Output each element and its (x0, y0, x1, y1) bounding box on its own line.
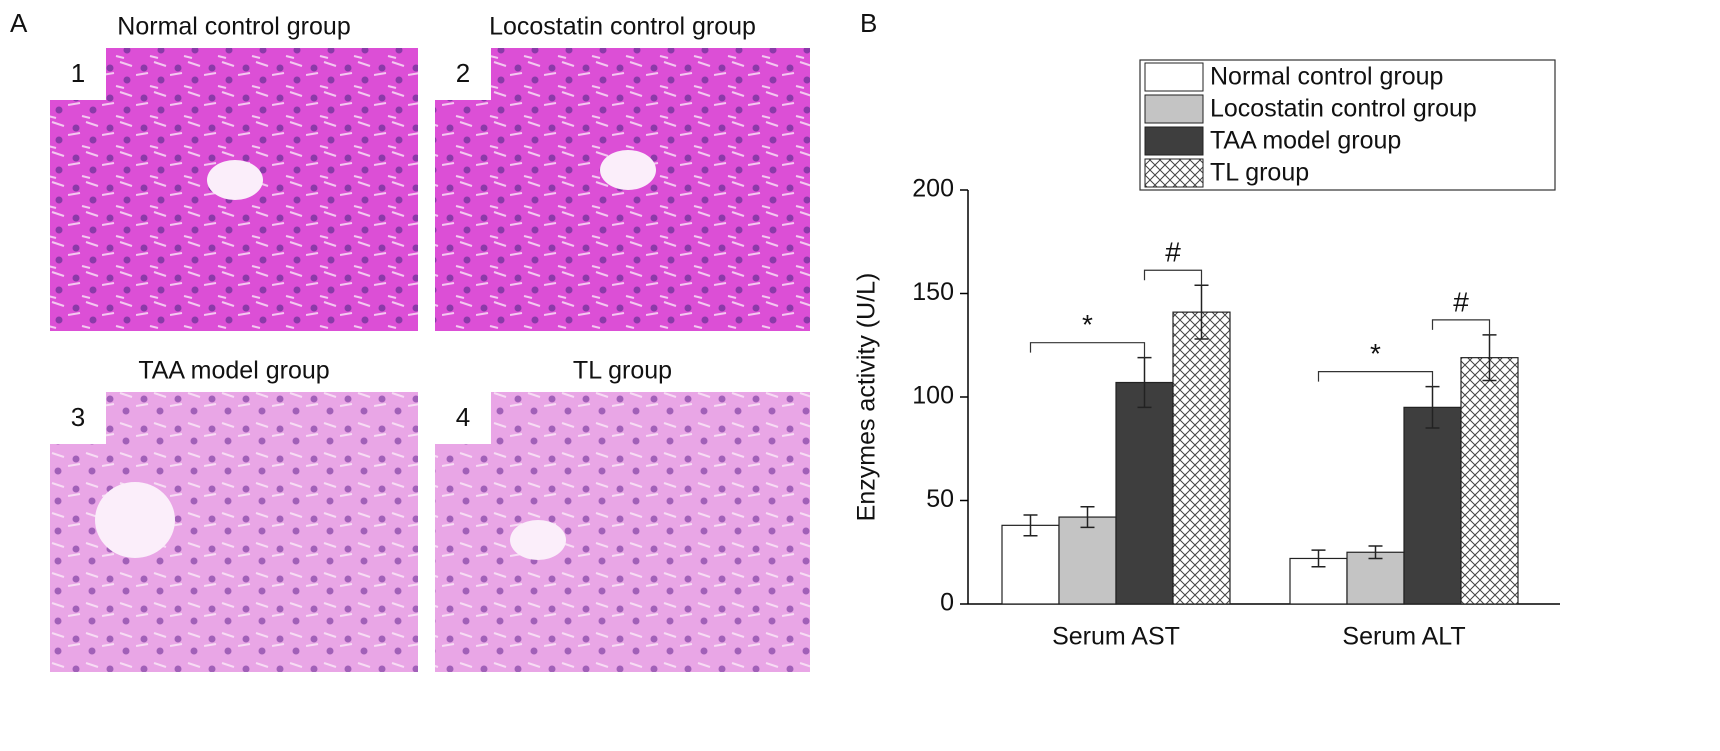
number-box (435, 392, 491, 444)
vessel (207, 160, 263, 200)
y-tick-label: 200 (912, 175, 954, 203)
x-tick-label: Serum AST (1052, 623, 1180, 651)
image-title: Locostatin control group (489, 13, 756, 41)
significance-bracket (1143, 269, 1203, 286)
y-axis-title: Enzymes activity (U/L) (853, 273, 881, 522)
vessel (510, 520, 566, 560)
legend-swatch (1144, 94, 1204, 124)
bar (1115, 381, 1174, 605)
vessel (600, 150, 656, 190)
panel-label: A (10, 8, 28, 38)
y-tick-label: 150 (912, 278, 954, 306)
significance-mark: # (1165, 237, 1181, 268)
legend-label: Locostatin control group (1210, 95, 1477, 123)
number-box (50, 392, 106, 444)
error-bar (1368, 545, 1383, 560)
micrograph (435, 392, 810, 672)
panel-label: B (860, 8, 877, 38)
error-bar (1023, 514, 1038, 537)
bar (1172, 311, 1231, 605)
bar (1460, 357, 1519, 605)
legend-swatch (1144, 126, 1204, 156)
image-number: 2 (456, 58, 470, 88)
significance-bracket (1029, 342, 1146, 358)
significance-mark: # (1453, 286, 1469, 317)
error-bar (1080, 505, 1095, 529)
legend-label: TAA model group (1210, 127, 1401, 155)
micrographs: 1 Normal control group 2 Locostatin control… (50, 13, 810, 672)
image-title: Normal control group (117, 13, 350, 41)
number-box (50, 48, 106, 100)
legend-label: TL group (1210, 159, 1309, 187)
image-number: 4 (456, 402, 470, 432)
significance-bracket (1431, 319, 1491, 335)
significance-bracket (1317, 371, 1434, 387)
legend-label: Normal control group (1210, 63, 1443, 91)
bar (1001, 524, 1060, 605)
vessel (95, 482, 175, 558)
error-bar (1311, 549, 1326, 568)
image-number: 3 (71, 402, 85, 432)
y-tick-label: 50 (926, 485, 954, 513)
bar (1058, 516, 1117, 605)
x-tick-label: Serum ALT (1342, 623, 1465, 651)
significance-mark: * (1082, 309, 1093, 340)
legend-swatch (1144, 158, 1204, 188)
y-tick-label: 100 (912, 382, 954, 410)
image-title: TAA model group (138, 357, 329, 385)
number-box (435, 48, 491, 100)
bar (1403, 406, 1462, 605)
significance-mark: * (1370, 338, 1381, 369)
legend-swatch (1144, 62, 1204, 92)
image-number: 1 (71, 58, 85, 88)
y-tick-label: 0 (940, 589, 954, 617)
bar (1346, 551, 1405, 605)
image-title: TL group (573, 357, 672, 385)
legend-box (1139, 59, 1556, 191)
bar-chart: 0 50 100 150 200 Enzymes activity (U/L) Serum … (853, 59, 1560, 651)
